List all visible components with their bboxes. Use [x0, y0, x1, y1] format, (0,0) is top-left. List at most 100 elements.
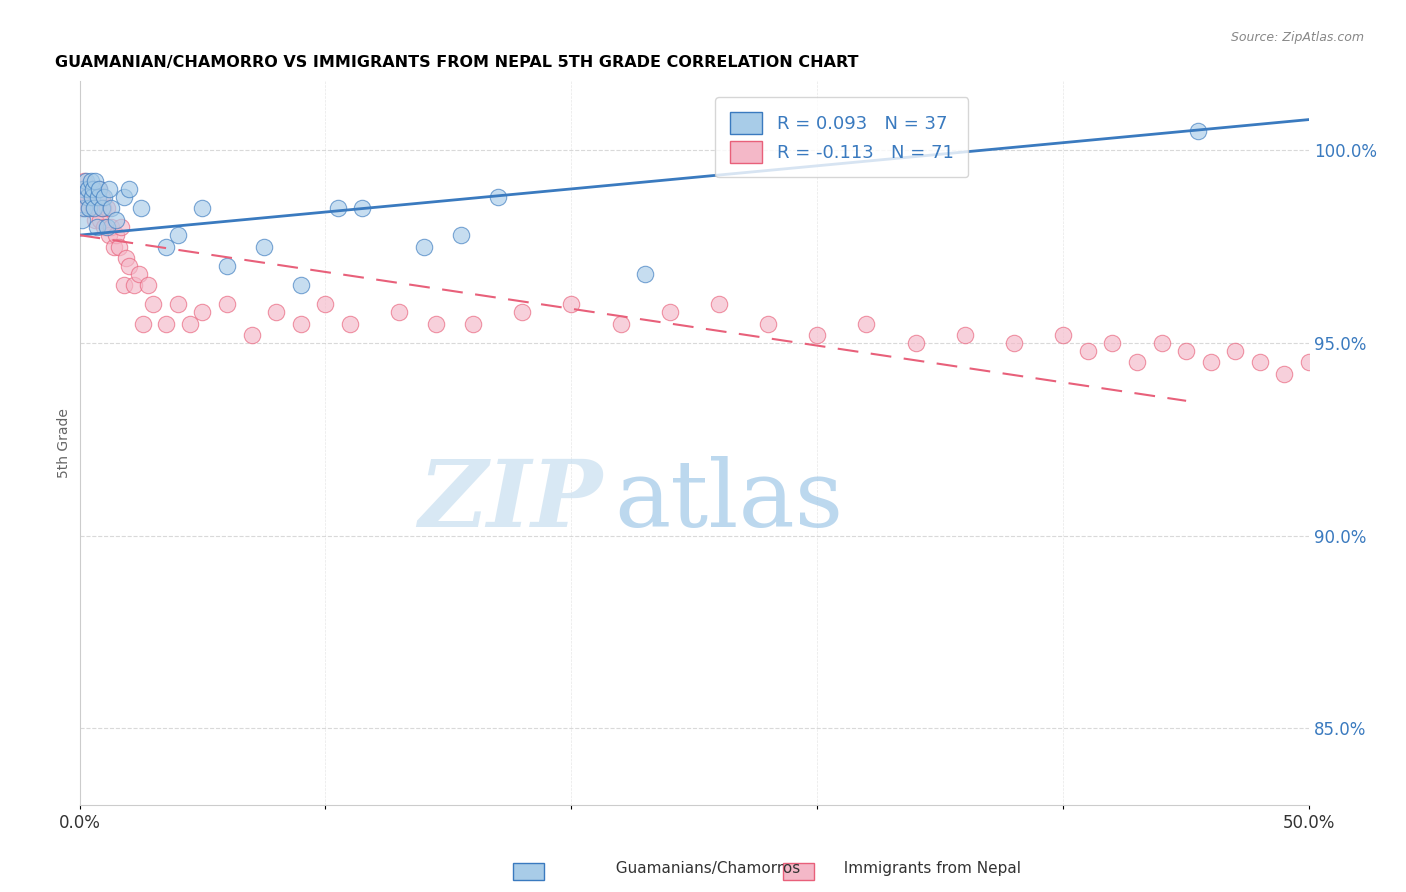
Point	[167, 297, 190, 311]
Point	[806, 328, 828, 343]
Point	[82, 182, 104, 196]
Point	[70, 182, 93, 196]
Point	[86, 189, 108, 203]
Point	[75, 174, 97, 188]
Point	[105, 212, 128, 227]
Point	[855, 317, 877, 331]
Point	[1187, 124, 1209, 138]
Point	[98, 228, 121, 243]
Point	[510, 305, 533, 319]
Point	[155, 240, 177, 254]
Point	[155, 317, 177, 331]
Point	[253, 240, 276, 254]
Point	[290, 317, 312, 331]
Point	[73, 201, 96, 215]
Point	[1225, 343, 1247, 358]
Point	[634, 267, 657, 281]
Point	[80, 189, 103, 203]
Point	[560, 297, 582, 311]
Point	[100, 201, 122, 215]
Point	[87, 201, 110, 215]
Point	[83, 182, 105, 196]
Point	[290, 278, 312, 293]
Point	[450, 228, 472, 243]
Point	[76, 182, 98, 196]
Point	[1175, 343, 1198, 358]
Point	[112, 278, 135, 293]
Point	[118, 182, 141, 196]
Legend: R = 0.093   N = 37, R = -0.113   N = 71: R = 0.093 N = 37, R = -0.113 N = 71	[716, 97, 969, 178]
Point	[339, 317, 361, 331]
Point	[132, 317, 155, 331]
Text: ZIP: ZIP	[418, 456, 602, 546]
Y-axis label: 5th Grade: 5th Grade	[58, 409, 72, 478]
Point	[1052, 328, 1074, 343]
Point	[486, 189, 509, 203]
Point	[129, 201, 152, 215]
Point	[79, 174, 101, 188]
Point	[167, 228, 190, 243]
Point	[72, 189, 94, 203]
Point	[89, 182, 111, 196]
Point	[90, 189, 112, 203]
Point	[79, 201, 101, 215]
Point	[84, 212, 107, 227]
Point	[75, 201, 97, 215]
Point	[103, 240, 125, 254]
Point	[215, 259, 238, 273]
Point	[191, 201, 214, 215]
Point	[72, 182, 94, 196]
Point	[93, 189, 115, 203]
Point	[87, 189, 110, 203]
Point	[100, 220, 122, 235]
Point	[1274, 367, 1296, 381]
Point	[70, 212, 93, 227]
Text: GUAMANIAN/CHAMORRO VS IMMIGRANTS FROM NEPAL 5TH GRADE CORRELATION CHART: GUAMANIAN/CHAMORRO VS IMMIGRANTS FROM NE…	[55, 55, 859, 70]
Point	[79, 182, 101, 196]
Point	[240, 328, 263, 343]
Point	[904, 336, 927, 351]
Point	[110, 220, 132, 235]
Point	[142, 297, 165, 311]
Text: atlas: atlas	[614, 456, 844, 546]
Point	[93, 220, 115, 235]
Point	[1323, 393, 1346, 408]
Point	[91, 201, 114, 215]
Point	[412, 240, 434, 254]
Point	[138, 278, 160, 293]
Point	[82, 201, 104, 215]
Text: Source: ZipAtlas.com: Source: ZipAtlas.com	[1230, 31, 1364, 45]
Point	[1249, 355, 1271, 369]
Point	[79, 201, 101, 215]
Point	[707, 297, 730, 311]
Point	[73, 174, 96, 188]
Point	[388, 305, 411, 319]
Text: Guamanians/Chamorros: Guamanians/Chamorros	[606, 861, 800, 876]
Point	[1002, 336, 1025, 351]
Point	[425, 317, 447, 331]
Point	[115, 252, 138, 266]
Point	[118, 259, 141, 273]
Point	[191, 305, 214, 319]
Point	[105, 228, 128, 243]
Point	[76, 189, 98, 203]
Point	[84, 174, 107, 188]
Point	[108, 240, 131, 254]
Point	[1101, 336, 1123, 351]
Point	[1150, 336, 1173, 351]
Point	[179, 317, 201, 331]
Point	[1298, 355, 1320, 369]
Point	[215, 297, 238, 311]
Point	[89, 182, 111, 196]
Point	[352, 201, 374, 215]
Point	[96, 201, 118, 215]
Point	[953, 328, 976, 343]
Point	[461, 317, 484, 331]
Point	[128, 267, 150, 281]
Point	[69, 201, 91, 215]
Point	[314, 297, 336, 311]
Point	[1126, 355, 1149, 369]
Point	[264, 305, 287, 319]
Point	[89, 212, 111, 227]
Point	[112, 189, 135, 203]
